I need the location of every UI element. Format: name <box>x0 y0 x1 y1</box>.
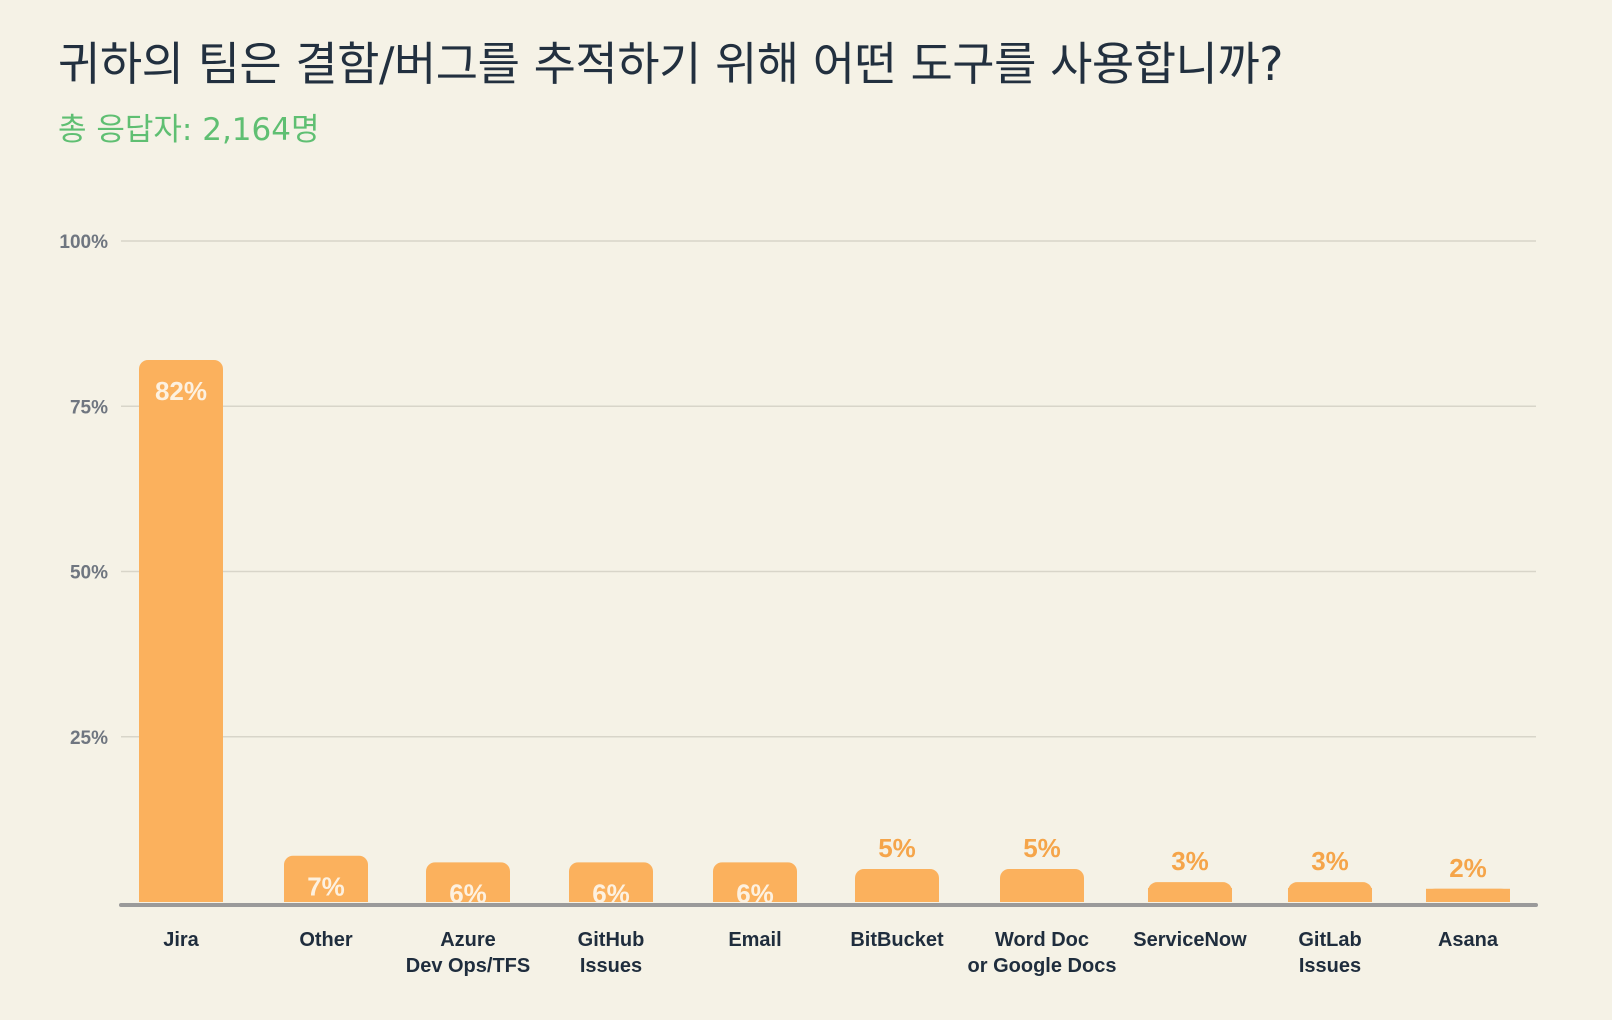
value-label: 3% <box>1311 846 1349 876</box>
category-label: Other <box>299 929 353 951</box>
y-tick-label: 50% <box>70 563 108 584</box>
category-label: ServiceNow <box>1133 929 1247 951</box>
value-label: 5% <box>878 833 916 863</box>
bar-base <box>1426 888 1510 902</box>
category-label: Azure Dev Ops/TFS <box>406 929 530 977</box>
category-label: Jira <box>163 929 199 951</box>
bar-base <box>1000 888 1084 902</box>
bar-base <box>139 888 223 902</box>
bar <box>139 359 223 903</box>
bar-base <box>1288 888 1372 902</box>
bar-base <box>569 888 653 902</box>
y-tick-label: 25% <box>70 728 108 749</box>
value-label: 5% <box>1023 833 1061 863</box>
category-label: Word Doc or Google Docs <box>968 929 1117 977</box>
value-label: 2% <box>1449 853 1487 883</box>
bar-base <box>855 888 939 902</box>
bar-base <box>284 888 368 902</box>
bar-base <box>713 888 797 902</box>
category-label: BitBucket <box>850 929 944 951</box>
chart-subtitle: 총 응답자: 2,164명 <box>58 112 320 148</box>
y-tick-label: 75% <box>70 397 108 418</box>
bar-base <box>426 888 510 902</box>
category-label: Asana <box>1438 929 1499 951</box>
chart-title: 귀하의 팀은 결함/버그를 추적하기 위해 어떤 도구를 사용합니까? <box>58 37 1284 91</box>
category-label: GitHub Issues <box>578 929 645 977</box>
value-label: 3% <box>1171 846 1209 876</box>
value-label: 82% <box>155 376 207 406</box>
bar-base <box>1148 888 1232 902</box>
y-tick-label: 100% <box>59 232 108 253</box>
category-label: Email <box>728 929 781 951</box>
value-label: 7% <box>307 872 345 902</box>
category-label: GitLab Issues <box>1298 929 1361 977</box>
